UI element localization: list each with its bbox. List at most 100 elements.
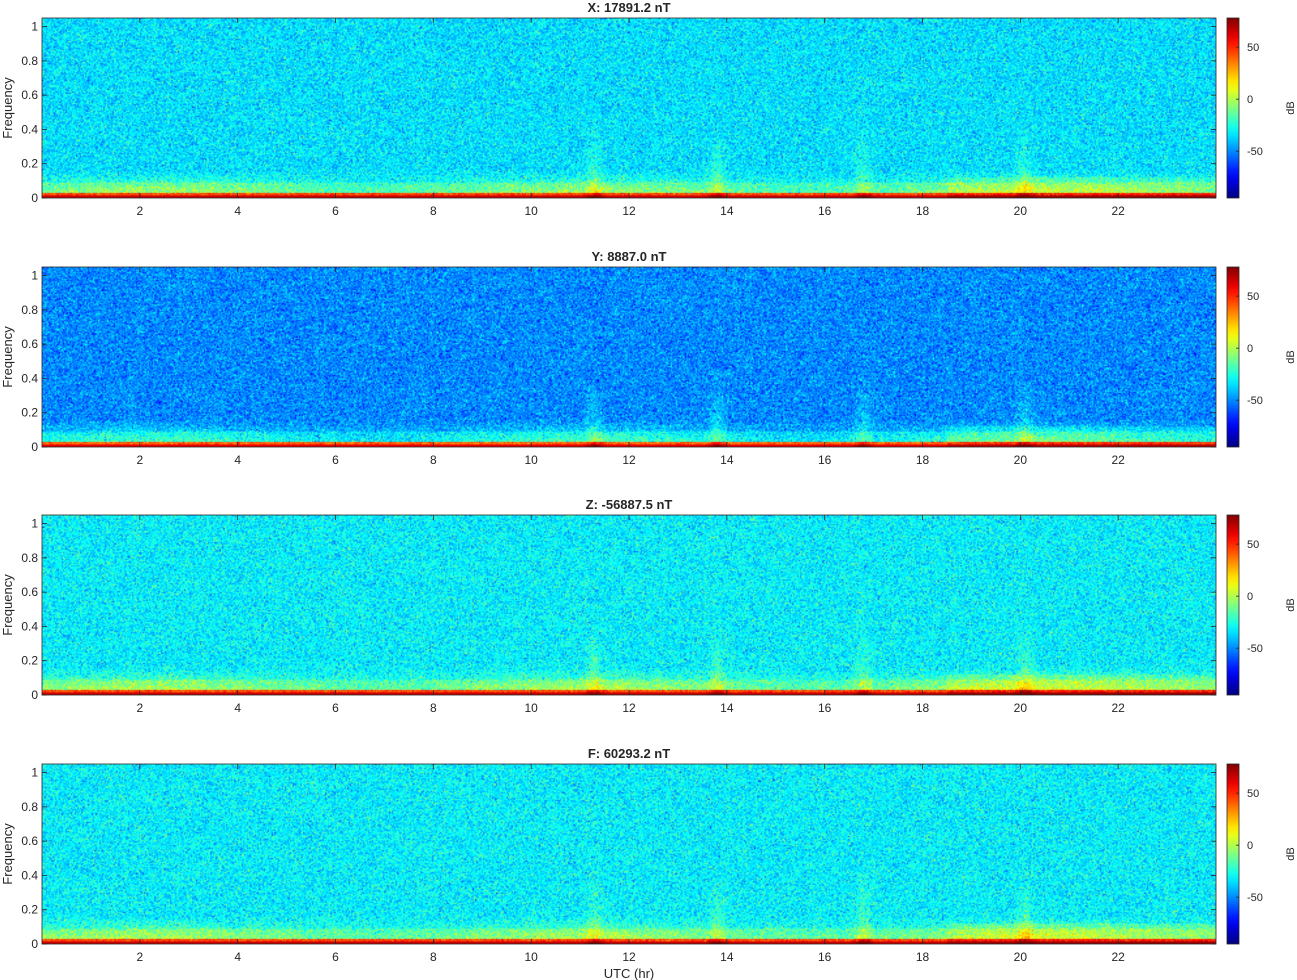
panel-title: F: 60293.2 nT <box>588 746 670 761</box>
colorbar-label: dB <box>1285 101 1297 114</box>
y-tick-label: 0 <box>31 440 38 454</box>
x-tick-label: 4 <box>234 701 241 715</box>
x-tick-label: 16 <box>818 950 832 964</box>
colorbar <box>1226 17 1240 199</box>
y-tick-label: 0.2 <box>21 654 38 668</box>
x-tick-label: 6 <box>332 453 339 467</box>
x-tick-label: 2 <box>136 950 143 964</box>
x-tick-label: 2 <box>136 701 143 715</box>
y-tick-label: 0.8 <box>21 303 38 317</box>
x-tick-label: 4 <box>234 204 241 218</box>
y-tick-label: 0.6 <box>21 88 38 102</box>
x-tick-label: 14 <box>720 950 734 964</box>
y-tick-label: 0 <box>31 937 38 951</box>
panel-title: Z: -56887.5 nT <box>586 497 673 512</box>
x-tick-label: 20 <box>1014 701 1028 715</box>
x-tick-label: 10 <box>524 453 538 467</box>
colorbar-tick-label: -50 <box>1247 643 1263 655</box>
colorbar-tick-label: 0 <box>1247 94 1253 106</box>
colorbar-tick-label: -50 <box>1247 146 1263 158</box>
x-axis-label: UTC (hr) <box>604 966 655 980</box>
y-tick-label: 0 <box>31 191 38 205</box>
x-tick-label: 22 <box>1111 453 1125 467</box>
y-tick-label: 0.2 <box>21 157 38 171</box>
colorbar-tick-label: -50 <box>1247 395 1263 407</box>
x-tick-label: 14 <box>720 453 734 467</box>
y-tick-label: 0.8 <box>21 54 38 68</box>
spectrogram-heatmap <box>42 515 1216 695</box>
x-tick-label: 22 <box>1111 701 1125 715</box>
y-tick-label: 1 <box>31 517 38 531</box>
y-tick-label: 0.4 <box>21 619 38 633</box>
y-tick-label: 0.6 <box>21 337 38 351</box>
y-tick-label: 0.4 <box>21 122 38 136</box>
y-tick-label: 0.8 <box>21 551 38 565</box>
y-tick-label: 0.6 <box>21 834 38 848</box>
colorbar-tick-label: 50 <box>1247 42 1259 54</box>
y-tick-label: 0.6 <box>21 585 38 599</box>
x-tick-label: 10 <box>524 950 538 964</box>
spectrogram-heatmap <box>42 267 1216 447</box>
x-tick-label: 22 <box>1111 204 1125 218</box>
x-tick-label: 12 <box>622 453 636 467</box>
x-tick-label: 8 <box>430 453 437 467</box>
x-tick-label: 20 <box>1014 453 1028 467</box>
x-tick-label: 18 <box>916 701 930 715</box>
spectrogram-panel: F: 60293.2 nT2 4 6 8 10 12 14 16 18 20 2200.20.40.… <box>0 746 1297 980</box>
y-tick-label: 1 <box>31 766 38 780</box>
x-tick-label: 18 <box>916 204 930 218</box>
x-tick-label: 8 <box>430 950 437 964</box>
y-tick-label: 1 <box>31 20 38 34</box>
x-tick-label: 16 <box>818 453 832 467</box>
y-tick-label: 0.4 <box>21 371 38 385</box>
x-tick-label: 16 <box>818 204 832 218</box>
spectrogram-panel: X: 17891.2 nT2 4 6 8 10 12 14 16 18 20 2200.20.40.… <box>0 0 1297 218</box>
y-axis-label: Frequency <box>0 326 15 388</box>
x-tick-label: 16 <box>818 701 832 715</box>
spectrogram-panel: Y: 8887.0 nT2 4 6 8 10 12 14 16 18 20 2200.20.40.6… <box>0 249 1297 467</box>
x-tick-label: 18 <box>916 950 930 964</box>
x-tick-label: 6 <box>332 701 339 715</box>
x-tick-label: 10 <box>524 701 538 715</box>
colorbar-tick-label: -50 <box>1247 892 1263 904</box>
y-tick-label: 0.4 <box>21 868 38 882</box>
y-axis-label: Frequency <box>0 574 15 636</box>
y-axis-label: Frequency <box>0 77 15 139</box>
x-tick-label: 2 <box>136 204 143 218</box>
colorbar-tick-label: 50 <box>1247 788 1259 800</box>
x-tick-label: 8 <box>430 204 437 218</box>
colorbar-tick-label: 50 <box>1247 539 1259 551</box>
panel-title: Y: 8887.0 nT <box>592 249 667 264</box>
colorbar-tick-label: 0 <box>1247 343 1253 355</box>
x-tick-label: 12 <box>622 701 636 715</box>
colorbar-label: dB <box>1285 847 1297 860</box>
x-tick-label: 4 <box>234 950 241 964</box>
x-tick-label: 22 <box>1111 950 1125 964</box>
x-tick-label: 12 <box>622 204 636 218</box>
spectrogram-heatmap <box>42 764 1216 944</box>
y-tick-label: 0.8 <box>21 800 38 814</box>
panel-title: X: 17891.2 nT <box>587 0 670 15</box>
x-tick-label: 8 <box>430 701 437 715</box>
x-tick-label: 10 <box>524 204 538 218</box>
spectrogram-heatmap <box>42 18 1216 198</box>
x-tick-label: 14 <box>720 204 734 218</box>
colorbar-tick-label: 0 <box>1247 840 1253 852</box>
y-axis-label: Frequency <box>0 823 15 885</box>
y-tick-label: 0 <box>31 688 38 702</box>
colorbar <box>1226 514 1240 696</box>
x-tick-label: 6 <box>332 204 339 218</box>
x-tick-label: 6 <box>332 950 339 964</box>
x-tick-label: 14 <box>720 701 734 715</box>
colorbar <box>1226 763 1240 945</box>
y-tick-label: 0.2 <box>21 903 38 917</box>
y-tick-label: 0.2 <box>21 406 38 420</box>
colorbar <box>1226 266 1240 448</box>
colorbar-tick-label: 50 <box>1247 291 1259 303</box>
spectrogram-panel: Z: -56887.5 nT 2 4 6 8 10 12 14 16 18 20 22 0 0.2 0.4 0… <box>0 497 1297 715</box>
colorbar-label: dB <box>1285 350 1297 363</box>
x-tick-label: 4 <box>234 453 241 467</box>
x-tick-label: 2 <box>136 453 143 467</box>
x-tick-label: 12 <box>622 950 636 964</box>
